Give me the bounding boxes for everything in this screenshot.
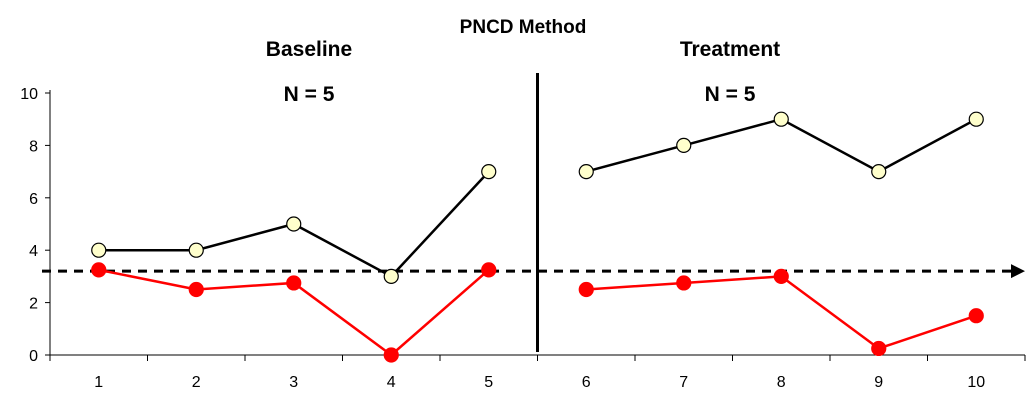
y-tick-label: 4 xyxy=(29,243,38,260)
y-tick-label: 0 xyxy=(29,348,38,365)
series-2-point xyxy=(188,281,204,298)
baseline-n-label: N = 5 xyxy=(284,83,335,106)
x-tick-label: 7 xyxy=(679,374,688,391)
x-tick-label: 3 xyxy=(289,374,298,391)
chart-marks xyxy=(42,73,1025,363)
y-tick-label: 2 xyxy=(29,296,38,313)
series-1-line-phase-2 xyxy=(585,117,977,174)
series-1-point xyxy=(383,268,399,284)
x-tick-label: 9 xyxy=(874,374,883,391)
series-2-point xyxy=(676,275,692,291)
series-1-point xyxy=(91,242,107,258)
treatment-label: Treatment xyxy=(680,38,780,61)
x-tick-label: 6 xyxy=(582,374,591,391)
x-tick-label: 8 xyxy=(777,374,786,391)
treatment-n-label: N = 5 xyxy=(705,83,756,106)
y-tick-label: 6 xyxy=(29,191,38,208)
series-1-point xyxy=(676,137,692,153)
x-tick-label: 10 xyxy=(967,374,985,391)
series-2-point xyxy=(773,268,789,284)
series-2-point xyxy=(383,347,399,363)
series-2-point xyxy=(91,262,107,278)
series-1-point xyxy=(578,164,594,180)
chart-title: PNCD Method xyxy=(460,17,587,38)
series-2-point xyxy=(481,262,497,278)
series-2-point xyxy=(578,281,594,298)
series-1-point xyxy=(286,216,302,232)
x-tick-label: 5 xyxy=(484,374,493,391)
threshold-arrowhead xyxy=(1011,264,1025,279)
series-1-point xyxy=(481,164,497,180)
series-1-point xyxy=(968,111,984,127)
y-tick-label: 10 xyxy=(20,86,38,103)
y-tick-label: 8 xyxy=(29,138,38,155)
x-tick-label: 4 xyxy=(387,374,396,391)
series-2-line-phase-2 xyxy=(586,275,977,350)
series-1-point xyxy=(188,242,204,258)
x-tick-label: 2 xyxy=(192,374,201,391)
series-1-point xyxy=(871,164,887,180)
baseline-label: Baseline xyxy=(266,38,352,61)
series-1-point xyxy=(773,111,789,127)
x-tick-label: 1 xyxy=(94,374,103,391)
series-2-point xyxy=(968,308,984,324)
series-2-point xyxy=(286,275,302,291)
series-2-point xyxy=(871,340,887,357)
